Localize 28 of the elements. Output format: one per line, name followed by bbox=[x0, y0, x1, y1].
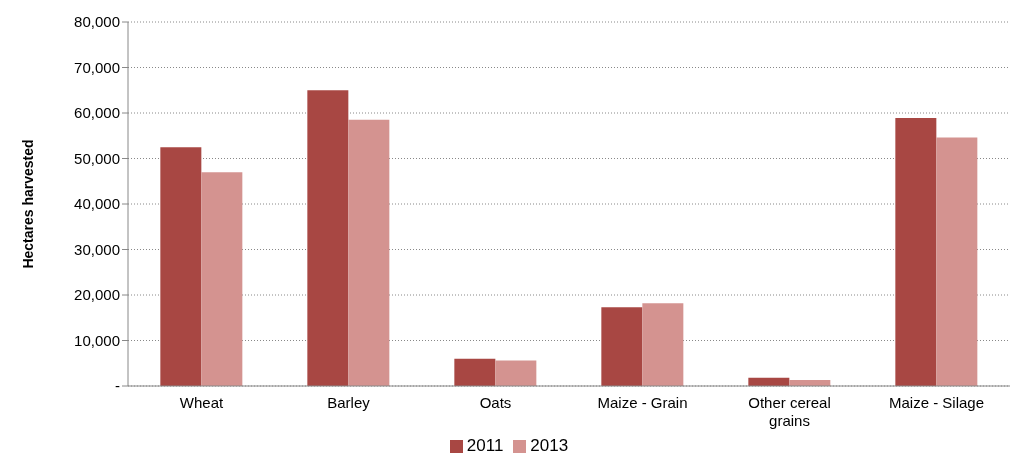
bar bbox=[642, 303, 684, 386]
x-tick-label: Maize - Grain bbox=[597, 394, 688, 411]
y-tick-label: 60,000 bbox=[74, 104, 120, 122]
legend-label: 2011 bbox=[466, 436, 504, 455]
y-tick-label: 10,000 bbox=[74, 331, 120, 349]
y-tick-label: 80,000 bbox=[74, 13, 120, 31]
bar bbox=[201, 172, 243, 386]
legend-label: 2013 bbox=[530, 436, 569, 455]
y-tick-label: 70,000 bbox=[74, 58, 120, 76]
bar bbox=[348, 119, 390, 386]
bar bbox=[307, 90, 349, 386]
x-tick-label: Maize - Silage bbox=[888, 394, 985, 411]
x-tick-label: Wheat bbox=[179, 394, 224, 411]
bar bbox=[895, 118, 937, 386]
bar bbox=[160, 147, 202, 386]
y-tick-label: 30,000 bbox=[74, 240, 120, 258]
bar bbox=[454, 358, 496, 386]
bar bbox=[601, 307, 643, 386]
y-axis-title: Hectares harvested bbox=[19, 139, 36, 269]
y-tick-label: - bbox=[115, 377, 120, 395]
bar bbox=[936, 137, 978, 386]
x-tick-label: Barley bbox=[327, 394, 371, 411]
y-tick-label: 20,000 bbox=[74, 286, 120, 304]
bar bbox=[495, 360, 537, 386]
x-tick-label: Oats bbox=[479, 394, 512, 411]
y-tick-label: 40,000 bbox=[74, 195, 120, 213]
y-tick-label: 50,000 bbox=[74, 149, 120, 167]
x-tick-label: Other cereal grains bbox=[748, 394, 831, 429]
